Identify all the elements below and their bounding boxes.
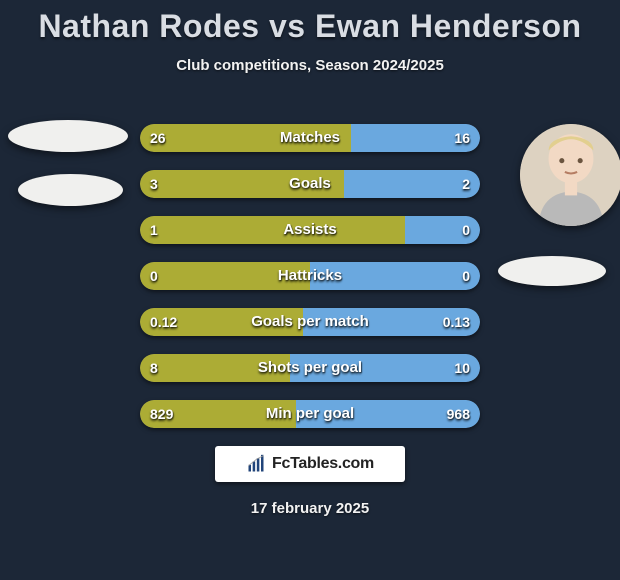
subtitle: Club competitions, Season 2024/2025: [0, 57, 620, 74]
date-text: 17 february 2025: [0, 500, 620, 517]
person-icon: [520, 124, 620, 226]
player-left-avatar-placeholder-1: [8, 120, 128, 152]
player-left-avatar-placeholder-2: [18, 174, 123, 206]
stat-label: Assists: [140, 216, 480, 244]
fctables-logo[interactable]: FcTables.com: [215, 446, 405, 482]
stat-row: 1Assists0: [140, 216, 480, 244]
stat-value-right: 2: [462, 170, 470, 198]
stat-value-right: 968: [447, 400, 470, 428]
stat-label: Goals per match: [140, 308, 480, 336]
stat-rows: 26Matches163Goals21Assists00Hattricks00.…: [140, 124, 480, 446]
player-right-avatar: [520, 124, 620, 226]
stat-label: Min per goal: [140, 400, 480, 428]
stat-row: 0.12Goals per match0.13: [140, 308, 480, 336]
stat-value-right: 16: [454, 124, 470, 152]
stat-label: Matches: [140, 124, 480, 152]
stat-row: 8Shots per goal10: [140, 354, 480, 382]
logo-text: FcTables.com: [272, 455, 374, 473]
stat-value-right: 0: [462, 216, 470, 244]
stat-label: Hattricks: [140, 262, 480, 290]
stat-row: 829Min per goal968: [140, 400, 480, 428]
stat-value-right: 0: [462, 262, 470, 290]
stat-row: 3Goals2: [140, 170, 480, 198]
stat-label: Shots per goal: [140, 354, 480, 382]
stat-value-right: 0.13: [443, 308, 470, 336]
stat-row: 26Matches16: [140, 124, 480, 152]
page-title: Nathan Rodes vs Ewan Henderson: [0, 0, 620, 45]
player-right-avatar-placeholder-2: [498, 256, 606, 286]
bar-chart-icon: [246, 454, 266, 474]
stat-value-right: 10: [454, 354, 470, 382]
stat-row: 0Hattricks0: [140, 262, 480, 290]
stat-label: Goals: [140, 170, 480, 198]
